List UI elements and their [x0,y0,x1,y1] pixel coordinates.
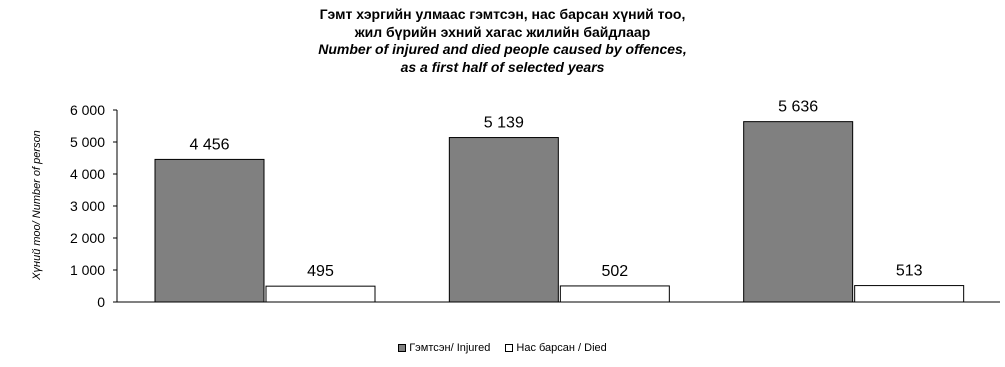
y-tick-label: 0 [97,294,105,310]
chart-legend: Гэмтсэн/ Injured Нас барсан / Died [0,342,1005,354]
legend-label-died: Нас барсан / Died [516,342,607,354]
y-tick-label: 1 000 [70,262,105,278]
chart-title-line-3: Number of injured and died people caused… [318,41,687,57]
chart-title: Гэмт хэргийн улмаас гэмтсэн, нас барсан … [0,6,1005,76]
legend-item-injured: Гэмтсэн/ Injured [398,342,490,354]
y-tick-label: 3 000 [70,198,105,214]
legend-swatch-injured [398,344,407,352]
data-label-injured: 4 456 [189,136,229,153]
y-tick-label: 5 000 [70,134,105,150]
legend-label-injured: Гэмтсэн/ Injured [409,342,491,354]
data-label-died: 502 [601,263,628,280]
bar-injured [448,137,559,303]
y-tick-label: 6 000 [70,102,105,118]
y-axis-label: Хүний тоо/ Number of person [31,130,43,281]
legend-item-died: Нас барсан / Died [505,342,607,354]
bar-died [265,285,376,303]
chart-title-line-2: жил бүрийн эхний хагас жилийн байдлаар [354,23,651,40]
data-label-died: 495 [307,263,334,280]
bar-died [854,285,965,303]
data-label-injured: 5 139 [484,115,524,132]
data-label-died: 513 [896,263,923,280]
bar-injured [154,158,265,303]
bar-injured [743,121,854,303]
y-tick-label: 4 000 [70,166,105,182]
data-label-injured: 5 636 [778,99,818,116]
bar-died [559,285,670,303]
chart-title-line-4: as a first half of selected years [400,58,605,75]
legend-swatch-died [505,344,514,352]
chart-title-line-1: Гэмт хэргийн улмаас гэмтсэн, нас барсан … [319,6,686,22]
y-tick-label: 2 000 [70,230,105,246]
